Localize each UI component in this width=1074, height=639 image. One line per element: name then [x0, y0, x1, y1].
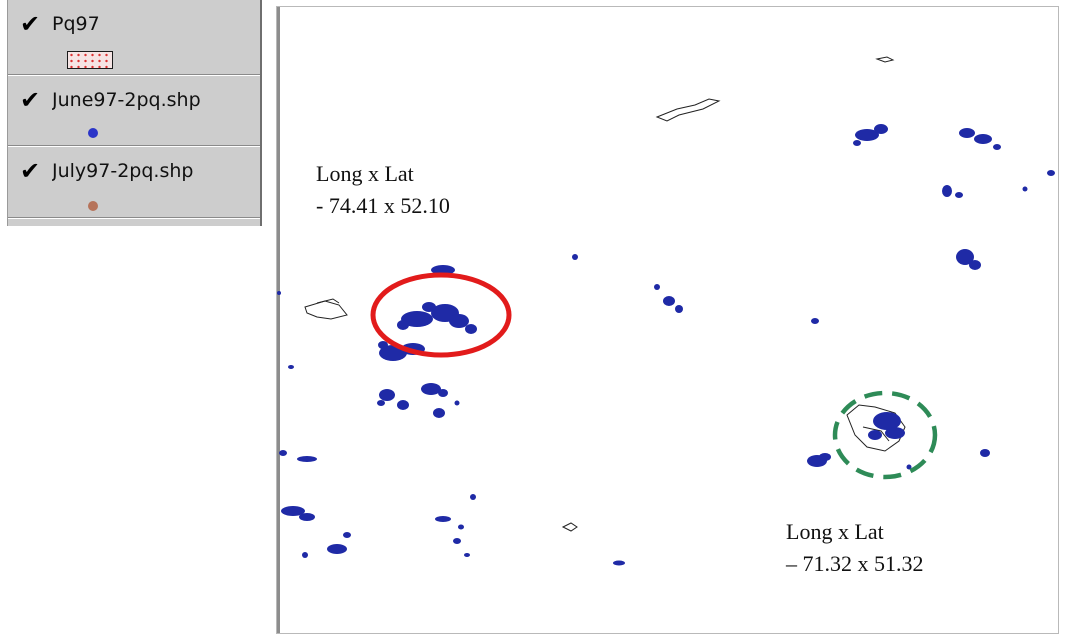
- highlight-shapes: [370, 272, 938, 480]
- point-symbol-swatch: [88, 201, 98, 211]
- june97-point-clusters: [277, 124, 1055, 566]
- layer-name: Pq97: [52, 13, 100, 35]
- legend-layer-july97[interactable]: ✔ July97-2pq.shp: [8, 146, 260, 218]
- legend-layer-june97[interactable]: ✔ June97-2pq.shp: [8, 75, 260, 146]
- coordinate-annotation-southeast: Long x Lat – 71.32 x 51.32: [786, 516, 924, 580]
- red-highlight-ellipse: [370, 272, 512, 358]
- checkmark-icon[interactable]: ✔: [20, 157, 41, 185]
- map-canvas[interactable]: [277, 7, 1058, 633]
- green-dashed-highlight-circle: [832, 390, 938, 480]
- layer-name: July97-2pq.shp: [52, 160, 194, 182]
- annotation-title: Long x Lat: [316, 161, 414, 186]
- legend-layer-pq97[interactable]: ✔ Pq97: [8, 0, 260, 75]
- layer-name: June97-2pq.shp: [52, 89, 201, 111]
- checkmark-icon[interactable]: ✔: [20, 10, 41, 38]
- layer-legend-panel: ✔ Pq97 ✔ June97-2pq.shp ✔ July97-2pq.shp: [7, 0, 262, 226]
- checkmark-icon[interactable]: ✔: [20, 86, 41, 114]
- legend-bottom-edge: [8, 218, 260, 227]
- point-symbol-swatch: [88, 128, 98, 138]
- map-view[interactable]: [276, 6, 1059, 634]
- annotation-value: - 74.41 x 52.10: [316, 193, 450, 218]
- coordinate-annotation-northwest: Long x Lat - 74.41 x 52.10: [316, 158, 450, 222]
- annotation-value: – 71.32 x 51.32: [786, 551, 924, 576]
- annotation-title: Long x Lat: [786, 519, 884, 544]
- polygon-symbol-swatch: [67, 51, 113, 69]
